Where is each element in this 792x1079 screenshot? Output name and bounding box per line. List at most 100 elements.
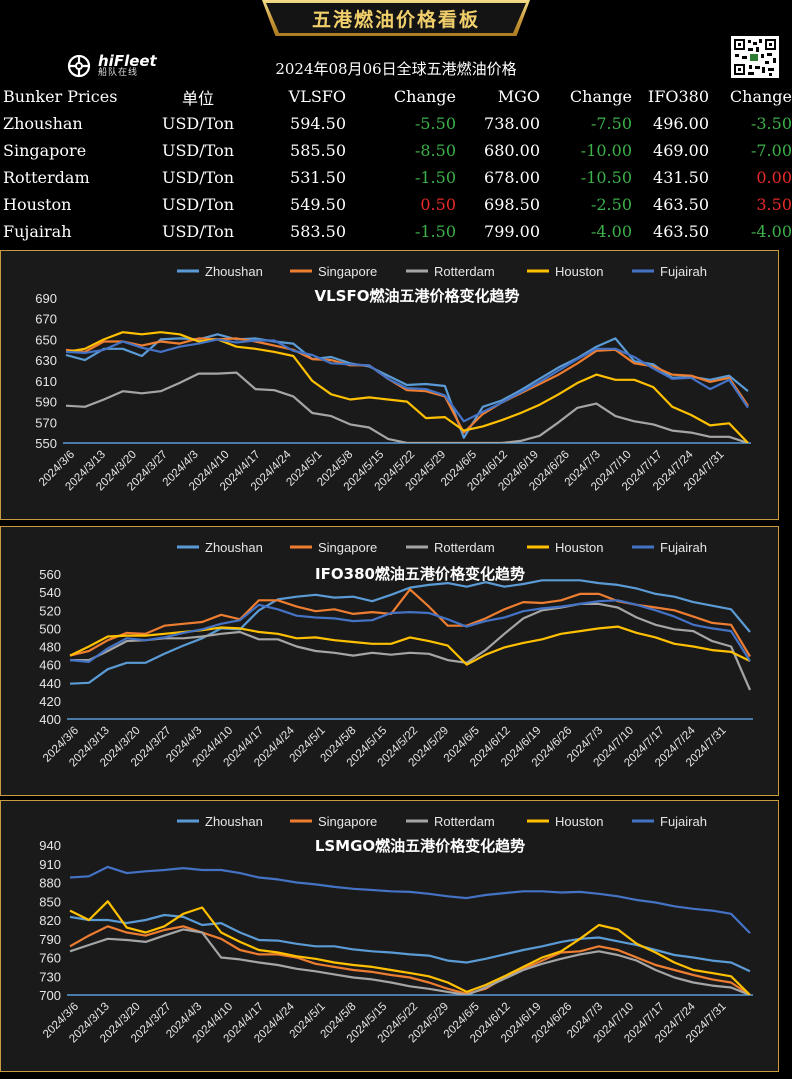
unit-cell: USD/Ton [161,114,235,133]
y-tick-label: 760 [39,951,61,966]
lsmgo-trend-chart: Zhoushan Singapore Rotterdam Houston Fujaira… [39,814,753,1045]
mgo-change: -4.00 [590,222,632,241]
title-banner: 五港燃油价格看板 [262,0,530,36]
y-tick-label: 690 [35,291,57,306]
column-header: MGO [497,87,540,106]
series-line-houston [69,900,751,995]
series-line-rotterdam [69,928,751,995]
column-header: Change [569,87,632,106]
vlsfo-trend-chart: Zhoushan Singapore Rotterdam Houston Fujaira… [35,264,751,493]
logo-brand: hiFleet [98,52,157,70]
mgo-price: 738.00 [484,114,540,133]
y-tick-label: 400 [39,712,61,727]
unit-cell: USD/Ton [161,222,235,241]
table-row: Zhoushan USD/Ton 594.50 -5.50 738.00 -7.… [0,110,792,137]
legend-label-singapore: Singapore [318,264,377,279]
logo-subtitle: 船队在线 [98,68,139,78]
vlsfo-chart-panel: Zhoushan Singapore Rotterdam Houston Fujaira… [0,250,779,520]
ifo380-price: 463.50 [653,195,709,214]
mgo-price: 698.50 [484,195,540,214]
mgo-price: 799.00 [484,222,540,241]
ifo380-price: 463.50 [653,222,709,241]
y-tick-label: 850 [39,894,61,909]
y-tick-label: 480 [39,640,61,655]
vlsfo-price: 585.50 [290,141,346,160]
legend-label-houston: Houston [555,814,603,829]
table-row: Singapore USD/Ton 585.50 -8.50 680.00 -1… [0,137,792,164]
legend-label-rotterdam: Rotterdam [434,540,495,555]
vlsfo-price: 549.50 [290,195,346,214]
legend-label-singapore: Singapore [318,814,377,829]
column-header: 单位 [181,88,214,108]
series-line-fujairah [65,338,749,423]
vlsfo-change: -1.50 [414,168,456,187]
port-name: Rotterdam [3,168,90,187]
series-line-houston [69,625,751,666]
vlsfo-price: 594.50 [290,114,346,133]
table-header-row: Bunker Prices 单位 VLSFO Change MGO Change… [0,83,792,110]
unit-cell: USD/Ton [161,168,235,187]
ifo380-change: -4.00 [750,222,792,241]
y-tick-label: 670 [35,312,57,327]
y-tick-label: 460 [39,658,61,673]
y-tick-label: 540 [39,585,61,600]
ifo380-change: 0.00 [756,168,792,187]
y-tick-label: 590 [35,395,57,410]
legend-label-rotterdam: Rotterdam [434,264,495,279]
series-line-singapore [69,925,751,995]
y-tick-label: 550 [35,436,57,451]
column-header: VLSFO [288,87,346,106]
logo-text: hiFleet 船队在线 [98,54,157,78]
port-name: Zhoushan [3,114,83,133]
series-line-fujairah [69,865,751,934]
ship-wheel-icon [67,54,91,78]
legend-label-fujairah: Fujairah [660,540,707,555]
lsmgo-chart-panel: Zhoushan Singapore Rotterdam Houston Fujaira… [0,800,779,1072]
legend-label-singapore: Singapore [318,540,377,555]
y-tick-label: 420 [39,694,61,709]
chart-title: IFO380燃油五港价格变化趋势 [315,565,525,583]
ifo380-trend-chart: Zhoushan Singapore Rotterdam Houston Fujaira… [39,540,753,769]
column-header: Change [393,87,456,106]
column-header: Change [729,87,792,106]
y-tick-label: 650 [35,332,57,347]
ifo380-price: 496.00 [653,114,709,133]
y-tick-label: 630 [35,353,57,368]
port-name: Fujairah [3,222,72,241]
y-tick-label: 880 [39,876,61,891]
y-tick-label: 570 [35,415,57,430]
ifo380-change: -7.00 [750,141,792,160]
vlsfo-price: 531.50 [290,168,346,187]
table-row: Fujairah USD/Ton 583.50 -1.50 799.00 -4.… [0,218,792,245]
mgo-change: -10.00 [580,141,632,160]
legend-label-zhoushan: Zhoushan [205,264,263,279]
mgo-price: 680.00 [484,141,540,160]
series-line-houston [65,331,749,443]
unit-cell: USD/Ton [161,141,235,160]
column-header: Bunker Prices [3,87,118,106]
y-tick-label: 730 [39,969,61,984]
series-line-fujairah [69,599,751,663]
legend-label-houston: Houston [555,264,603,279]
y-tick-label: 560 [39,567,61,582]
vlsfo-change: -8.50 [414,141,456,160]
title-banner-inner: 五港燃油价格看板 [266,3,526,33]
table-row: Rotterdam USD/Ton 531.50 -1.50 678.00 -1… [0,164,792,191]
ifo380-change: 3.50 [756,195,792,214]
series-line-rotterdam [65,371,749,443]
y-tick-label: 700 [39,988,61,1003]
mgo-change: -2.50 [590,195,632,214]
port-name: Singapore [3,141,87,160]
vlsfo-price: 583.50 [290,222,346,241]
vlsfo-change: -5.50 [414,114,456,133]
y-tick-label: 500 [39,621,61,636]
mgo-price: 678.00 [484,168,540,187]
legend-label-fujairah: Fujairah [660,814,707,829]
ifo380-price: 469.00 [653,141,709,160]
y-tick-label: 790 [39,932,61,947]
legend-label-rotterdam: Rotterdam [434,814,495,829]
y-tick-label: 820 [39,913,61,928]
chart-title: VLSFO燃油五港价格变化趋势 [315,287,520,305]
vlsfo-change: 0.50 [420,195,456,214]
page-title: 五港燃油价格看板 [311,8,480,31]
